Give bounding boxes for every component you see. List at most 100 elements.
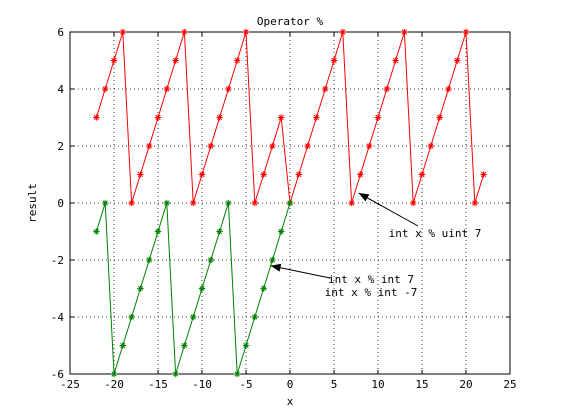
- y-tick-label: 4: [57, 83, 64, 96]
- data-point: [154, 228, 162, 235]
- data-point: [190, 313, 197, 321]
- data-point: [216, 114, 223, 121]
- data-point: [295, 171, 302, 178]
- y-tick-label: -2: [51, 254, 64, 267]
- data-point: [93, 114, 100, 121]
- data-point: [427, 142, 434, 150]
- series-2: [93, 199, 294, 378]
- data-point: [418, 171, 426, 178]
- data-point: [260, 285, 267, 292]
- data-point: [93, 228, 100, 235]
- annotation-arrow-line: [270, 265, 331, 279]
- data-point: [313, 114, 320, 121]
- data-point: [216, 228, 223, 235]
- data-point: [278, 114, 285, 121]
- x-tick-label: -10: [192, 378, 212, 391]
- data-point: [190, 199, 197, 207]
- data-point: [462, 28, 470, 36]
- x-tick-label: -15: [148, 378, 168, 391]
- data-point: [146, 256, 153, 264]
- data-point: [286, 199, 294, 207]
- data-point: [269, 256, 276, 264]
- y-tick-label: 6: [57, 26, 64, 39]
- x-axis-label: x: [287, 395, 294, 408]
- data-point: [128, 313, 135, 321]
- data-point: [445, 85, 452, 93]
- annotation-text: int x % int -7: [325, 286, 418, 299]
- data-point: [163, 199, 170, 207]
- data-point: [330, 57, 338, 64]
- data-point: [154, 114, 162, 121]
- x-tick-label: -5: [239, 378, 252, 391]
- x-tick-label: 25: [503, 378, 516, 391]
- data-point: [225, 85, 232, 93]
- data-point: [128, 199, 135, 207]
- data-point: [234, 370, 241, 378]
- data-point: [207, 256, 214, 264]
- data-point: [137, 171, 144, 178]
- data-point: [374, 114, 382, 121]
- data-point: [198, 171, 206, 178]
- annotation-text: int x % uint 7: [389, 227, 482, 240]
- y-tick-label: -4: [51, 311, 65, 324]
- data-point: [357, 171, 364, 178]
- data-point: [251, 313, 258, 321]
- data-point: [102, 199, 109, 207]
- data-point: [225, 199, 232, 207]
- data-point: [181, 342, 188, 349]
- data-point: [234, 57, 241, 64]
- data-point: [119, 342, 126, 349]
- data-point: [339, 28, 346, 36]
- data-point: [146, 142, 153, 150]
- data-point: [348, 199, 355, 207]
- data-point: [181, 28, 188, 36]
- data-point: [137, 285, 144, 292]
- series-1: [93, 28, 487, 207]
- x-tick-label: 15: [415, 378, 428, 391]
- data-point: [260, 171, 267, 178]
- data-point: [401, 28, 408, 36]
- data-point: [392, 57, 399, 64]
- data-point: [251, 199, 258, 207]
- annotation-1: int x % uint 7: [358, 192, 482, 240]
- chart-title: Operator %: [257, 15, 324, 28]
- data-point: [163, 85, 170, 93]
- annotation-arrow-head: [270, 263, 282, 272]
- data-point: [304, 142, 311, 150]
- annotation-arrow-line: [358, 192, 419, 227]
- data-point: [242, 342, 250, 349]
- annotation-text: int x % int 7: [328, 273, 414, 286]
- data-point: [110, 57, 118, 64]
- data-point: [454, 57, 461, 64]
- data-point: [269, 142, 276, 150]
- x-tick-label: 0: [287, 378, 294, 391]
- data-point: [198, 285, 206, 292]
- x-tick-label: 5: [331, 378, 338, 391]
- y-tick-label: 2: [57, 140, 64, 153]
- data-point: [383, 85, 390, 93]
- y-tick-label: -6: [51, 368, 64, 381]
- data-point: [172, 370, 179, 378]
- data-point: [242, 28, 250, 36]
- data-point: [471, 199, 478, 207]
- y-tick-label: 0: [57, 197, 64, 210]
- data-point: [322, 85, 329, 93]
- x-tick-label: 20: [459, 378, 472, 391]
- data-point: [436, 114, 443, 121]
- data-point: [480, 171, 487, 178]
- data-point: [172, 57, 179, 64]
- data-point: [119, 28, 126, 36]
- data-point: [207, 142, 214, 150]
- data-point: [278, 228, 285, 235]
- data-point: [102, 85, 109, 93]
- annotation-arrow-head: [358, 193, 370, 202]
- series-group: [93, 28, 487, 378]
- y-axis-label: result: [26, 183, 39, 223]
- x-tick-label: -20: [104, 378, 124, 391]
- data-point: [110, 370, 118, 378]
- data-point: [410, 199, 417, 207]
